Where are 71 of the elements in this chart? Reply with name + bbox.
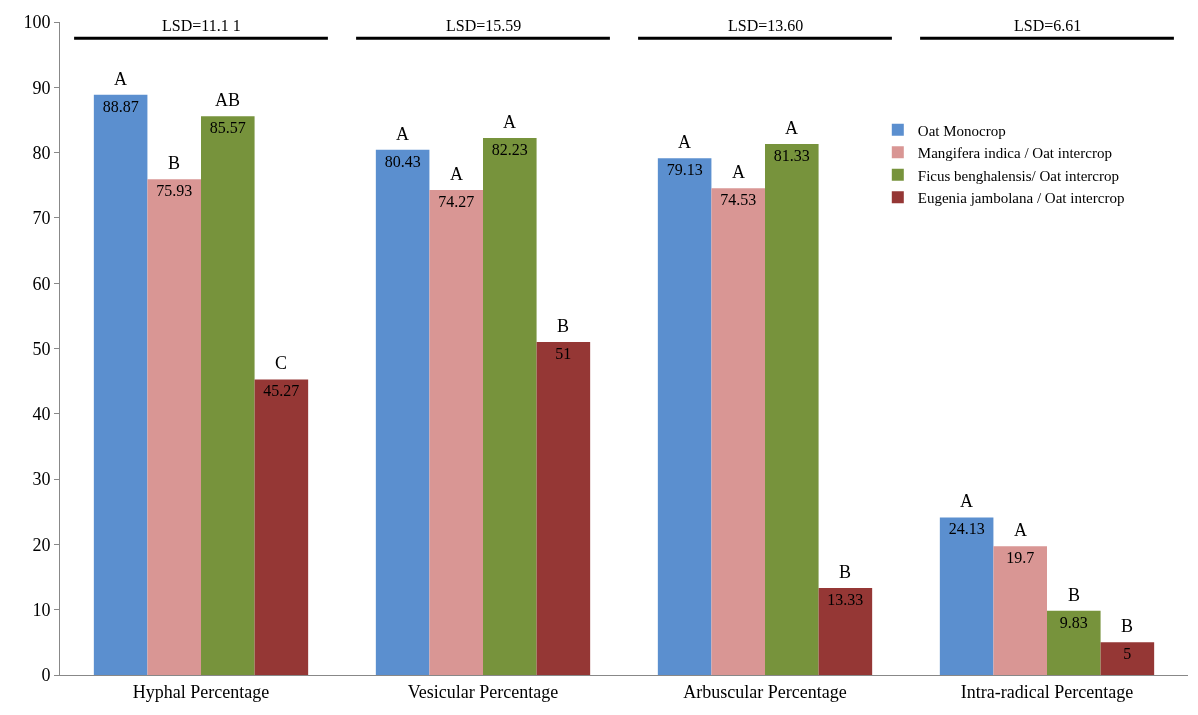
- annotation: A: [396, 124, 409, 144]
- x-tick-label: Vesicular Percentage: [407, 681, 559, 702]
- annotation: A: [450, 164, 463, 184]
- annotation: B: [557, 316, 570, 336]
- bar: [536, 341, 591, 675]
- annotation: A: [1014, 520, 1027, 540]
- annotation: LSD=6.61: [1014, 17, 1082, 34]
- bar: [993, 546, 1047, 675]
- annotation: B: [1068, 585, 1081, 605]
- bar: [818, 587, 873, 675]
- data-label: 13.33: [827, 590, 864, 608]
- bar: [711, 188, 765, 675]
- bar: [201, 116, 255, 675]
- legend-label: Eugenia jambolana / Oat intercrop: [917, 190, 1125, 207]
- y-tick-label: 70: [32, 208, 51, 229]
- y-tick-label: 0: [41, 665, 51, 686]
- annotation: B: [1121, 616, 1134, 636]
- data-label: 74.53: [720, 191, 757, 209]
- y-tick-label: 40: [32, 404, 51, 425]
- bar: [765, 143, 819, 675]
- data-label: 82.23: [491, 141, 528, 159]
- x-tick-label: Intra-radical Percentage: [960, 681, 1134, 702]
- annotation: C: [275, 353, 288, 373]
- data-label: 19.7: [1006, 549, 1035, 567]
- annotation: LSD=11.1 1: [162, 17, 241, 34]
- bar: [254, 379, 309, 675]
- annotation: A: [785, 118, 798, 138]
- data-label: 81.33: [773, 146, 810, 164]
- y-tick-label: 10: [32, 600, 51, 620]
- data-label: 51: [555, 344, 572, 362]
- y-tick-label: 60: [32, 273, 51, 294]
- bar: [93, 94, 148, 675]
- annotation: A: [732, 162, 745, 182]
- annotation: LSD=15.59: [446, 17, 522, 34]
- y-tick-label: 30: [32, 469, 51, 490]
- data-label: 79.13: [666, 161, 703, 179]
- y-tick-label: 80: [32, 142, 51, 163]
- data-label: 9.83: [1059, 613, 1088, 631]
- y-tick-label: 50: [32, 338, 51, 359]
- annotation: A: [503, 112, 516, 132]
- bar: [375, 149, 430, 675]
- bar: [147, 179, 201, 675]
- annotation: A: [678, 132, 691, 152]
- y-tick-label: 100: [23, 12, 51, 33]
- legend-label: Ficus benghalensis/ Oat intercrop: [917, 167, 1120, 184]
- y-tick-label: 90: [32, 77, 51, 98]
- bar: [429, 190, 483, 675]
- annotation: B: [839, 562, 852, 582]
- data-label: 85.57: [209, 119, 246, 137]
- data-label: 45.27: [263, 382, 300, 400]
- legend-label: Oat Monocrop: [917, 122, 1006, 139]
- bar: [1047, 610, 1101, 675]
- annotation: AB: [215, 90, 241, 110]
- data-label: 88.87: [102, 97, 139, 115]
- bar: [1100, 642, 1155, 675]
- data-label: 5: [1123, 645, 1132, 663]
- data-label: 75.93: [156, 182, 193, 200]
- data-label: 74.27: [438, 193, 475, 211]
- bar: [657, 158, 712, 675]
- annotation: A: [114, 69, 127, 89]
- y-tick-label: 20: [32, 534, 51, 555]
- legend-label: Mangifera indica / Oat intercrop: [917, 145, 1112, 162]
- x-tick-label: Arbuscular Percentage: [683, 681, 847, 702]
- bar: [939, 517, 994, 675]
- annotation: LSD=13.60: [728, 17, 804, 34]
- data-label: 80.43: [384, 152, 421, 170]
- data-label: 24.13: [948, 520, 985, 538]
- annotation: B: [168, 153, 181, 173]
- x-tick-label: Hyphal Percentage: [132, 681, 270, 702]
- bar: [483, 138, 537, 675]
- annotation: A: [960, 491, 973, 511]
